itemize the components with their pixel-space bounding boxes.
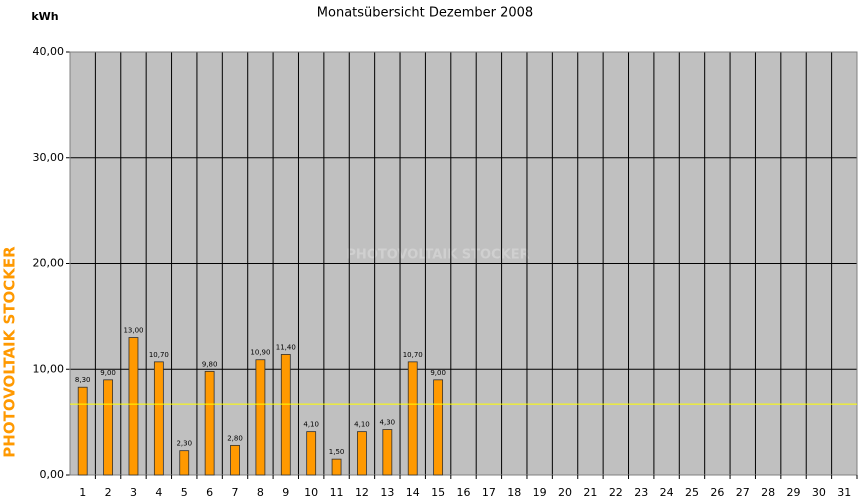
x-tick-label: 23 [634, 486, 648, 499]
x-tick-label: 1 [79, 486, 86, 499]
bar [230, 444, 240, 476]
data-label: 9,00 [430, 369, 446, 377]
y-tick-label: 10,00 [33, 362, 65, 375]
data-label: 9,80 [202, 360, 218, 368]
bar [153, 361, 164, 476]
x-tick-label: 18 [507, 486, 521, 499]
bar [103, 379, 113, 476]
x-tick-label: 20 [558, 486, 572, 499]
x-tick-label: 14 [406, 486, 420, 499]
bar [128, 337, 139, 476]
bar [77, 386, 88, 476]
data-label: 10,90 [250, 349, 270, 357]
bar [433, 379, 444, 476]
bar [382, 429, 393, 476]
x-tick-label: 31 [837, 486, 851, 499]
x-tick-label: 13 [380, 486, 394, 499]
x-tick-label: 30 [812, 486, 826, 499]
data-label: 10,70 [149, 351, 169, 359]
y-tick-label: 30,00 [33, 151, 65, 164]
x-tick-label: 19 [533, 486, 547, 499]
x-tick-label: 25 [685, 486, 699, 499]
data-label: 13,00 [123, 327, 143, 335]
x-tick-label: 12 [355, 486, 369, 499]
data-label: 10,70 [403, 351, 423, 359]
x-tick-label: 2 [105, 486, 112, 499]
bar [331, 458, 342, 476]
x-tick-label: 15 [431, 486, 445, 499]
plot-border [69, 51, 858, 476]
x-tick-label: 11 [330, 486, 344, 499]
data-label: 4,10 [354, 421, 370, 429]
x-tick-label: 6 [206, 486, 213, 499]
x-tick-label: 16 [457, 486, 471, 499]
watermark: PHOTOVOLTAIK STOCKER [346, 248, 529, 263]
x-tick-label: 3 [130, 486, 137, 499]
x-tick-label: 22 [609, 486, 623, 499]
data-label: 8,30 [75, 376, 91, 384]
x-tick-label: 26 [710, 486, 724, 499]
chart-title: Monatsübersicht Dezember 2008 [317, 6, 533, 21]
x-tick-label: 24 [660, 486, 674, 499]
data-label: 2,80 [227, 434, 243, 442]
x-tick-label: 4 [155, 486, 162, 499]
y-axis-label: kWh [31, 10, 58, 23]
bar [407, 361, 418, 476]
y-tick-label: 0,00 [40, 468, 65, 481]
bar [204, 370, 215, 476]
data-label: 11,40 [276, 343, 296, 351]
data-label: 2,30 [176, 440, 192, 448]
data-label: 4,30 [380, 419, 396, 427]
bar [306, 431, 317, 476]
x-tick-label: 21 [583, 486, 597, 499]
bar [280, 354, 291, 476]
data-label: 1,50 [329, 448, 345, 456]
data-label: 4,10 [303, 421, 319, 429]
x-tick-label: 5 [181, 486, 188, 499]
data-label: 9,00 [100, 369, 116, 377]
x-tick-label: 29 [787, 486, 801, 499]
x-tick-label: 7 [232, 486, 239, 499]
bar [179, 450, 190, 476]
x-tick-label: 28 [761, 486, 775, 499]
bar [255, 359, 266, 476]
x-tick-label: 27 [736, 486, 750, 499]
y-tick-label: 40,00 [33, 45, 65, 58]
y-tick-label: 20,00 [33, 257, 65, 270]
x-tick-label: 17 [482, 486, 496, 499]
side-label: PHOTOVOLTAIK STOCKER [1, 246, 19, 458]
x-tick-label: 10 [304, 486, 318, 499]
bar [357, 431, 367, 476]
x-tick-label: 9 [282, 486, 289, 499]
x-tick-label: 8 [257, 486, 264, 499]
